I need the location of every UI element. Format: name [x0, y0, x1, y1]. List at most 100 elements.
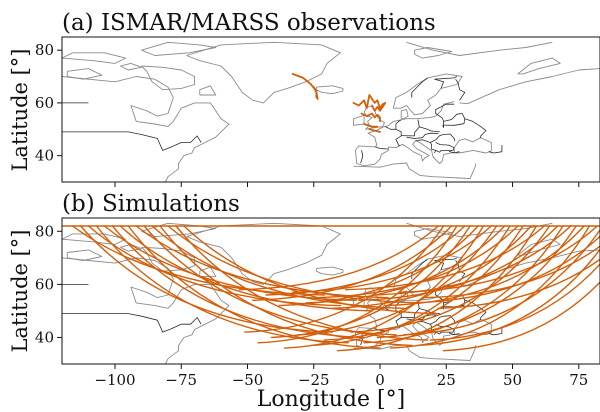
simulated-track	[127, 225, 381, 349]
panel-a: (a) ISMAR/MARSS observations Latitude [°…	[8, 10, 600, 187]
simulated-track	[175, 225, 429, 341]
panel-b-xlabel: Longitude [°]	[257, 387, 405, 412]
coastline	[353, 344, 476, 361]
country-border	[488, 145, 503, 154]
country-border	[464, 118, 487, 138]
country-border	[62, 131, 202, 151]
coastline	[62, 233, 127, 245]
simulated-track	[437, 258, 600, 309]
panel-a-title: (a) ISMAR/MARSS observations	[62, 10, 436, 36]
simulated-track	[265, 225, 466, 296]
country-border	[375, 146, 389, 150]
simulated-track	[397, 225, 598, 293]
xtick-label: 0	[375, 371, 385, 389]
simulated-track	[416, 248, 600, 347]
simulated-track	[291, 225, 492, 293]
country-border	[411, 77, 428, 98]
simulated-track	[442, 281, 600, 352]
country-border	[455, 78, 466, 101]
coastline	[400, 109, 409, 120]
observation-track	[360, 112, 381, 123]
xtick-label: −75	[165, 371, 197, 389]
xtick-label: 75	[569, 371, 588, 389]
panel-b-frame	[61, 217, 600, 365]
panel-a-xtick-marks	[114, 182, 580, 187]
xtick-label: −25	[298, 371, 330, 389]
coastline	[406, 41, 553, 56]
xtick-label: −100	[94, 371, 135, 389]
country-border	[448, 332, 460, 336]
coastline	[141, 41, 217, 56]
coastline	[66, 68, 103, 80]
ytick-label: 80	[35, 41, 54, 59]
panel-a-yticks: 40 60 80	[35, 41, 62, 165]
panel-b-ylabel: Latitude [°]	[8, 229, 32, 352]
country-border	[435, 142, 455, 153]
country-border	[360, 150, 364, 164]
country-border	[401, 301, 420, 318]
panel-a-frame	[61, 36, 600, 183]
coastline	[120, 62, 142, 71]
coastline	[62, 52, 127, 64]
country-border	[488, 326, 503, 336]
ytick-label: 80	[35, 222, 54, 240]
observation-track	[352, 94, 387, 112]
simulated-track	[350, 225, 551, 333]
observation-track	[368, 128, 381, 133]
panel-b-xticks: −100 −75 −50 −25 0 25 50 75	[94, 364, 588, 389]
panel-a-observations	[291, 73, 387, 133]
coastline	[354, 101, 492, 167]
simulated-track	[363, 225, 564, 344]
coastline	[62, 76, 230, 182]
coastline	[414, 47, 453, 59]
coastline	[120, 244, 142, 252]
panel-b-title: (b) Simulations	[62, 191, 240, 217]
coastline	[353, 114, 365, 126]
xtick-label: 50	[503, 371, 522, 389]
country-border	[415, 315, 456, 325]
coastline	[315, 266, 344, 276]
country-border	[415, 133, 456, 143]
simulated-track	[111, 225, 365, 339]
simulated-track	[244, 225, 445, 333]
country-border	[406, 132, 439, 139]
country-border	[434, 257, 458, 270]
coastline	[392, 73, 463, 116]
xtick-label: −50	[232, 371, 264, 389]
coastline	[66, 249, 103, 261]
panel-a-basemap	[62, 41, 600, 182]
simulated-track	[429, 263, 600, 341]
country-border	[62, 313, 202, 333]
coastline	[517, 57, 561, 75]
country-border	[419, 126, 440, 133]
observation-track	[363, 123, 379, 128]
ytick-label: 40	[35, 147, 54, 165]
xtick-label: 25	[437, 371, 456, 389]
coastline	[353, 162, 476, 180]
panel-a-ylabel: Latitude [°]	[8, 48, 32, 171]
coastline	[363, 106, 385, 130]
ytick-label: 60	[35, 275, 54, 293]
coastline	[315, 85, 344, 95]
coastline	[414, 228, 453, 240]
ytick-label: 40	[35, 328, 54, 346]
simulated-track	[95, 225, 349, 344]
coastline	[141, 65, 195, 91]
country-border	[448, 150, 460, 154]
ytick-label: 60	[35, 94, 54, 112]
coastline	[141, 222, 217, 238]
panel-b: (b) Simulations Latitude [°] 40 60 80 −100…	[8, 191, 600, 412]
simulated-track	[371, 225, 572, 296]
panel-b-yticks: 40 60 80	[35, 222, 62, 346]
country-border	[385, 126, 402, 146]
country-border	[430, 142, 437, 154]
simulated-track	[159, 225, 413, 347]
simulated-track	[278, 225, 479, 307]
observation-track	[312, 86, 319, 100]
country-border	[443, 113, 466, 126]
simulated-track	[238, 225, 439, 291]
simulated-track	[344, 225, 545, 291]
coastline	[186, 41, 341, 104]
country-border	[434, 76, 458, 89]
